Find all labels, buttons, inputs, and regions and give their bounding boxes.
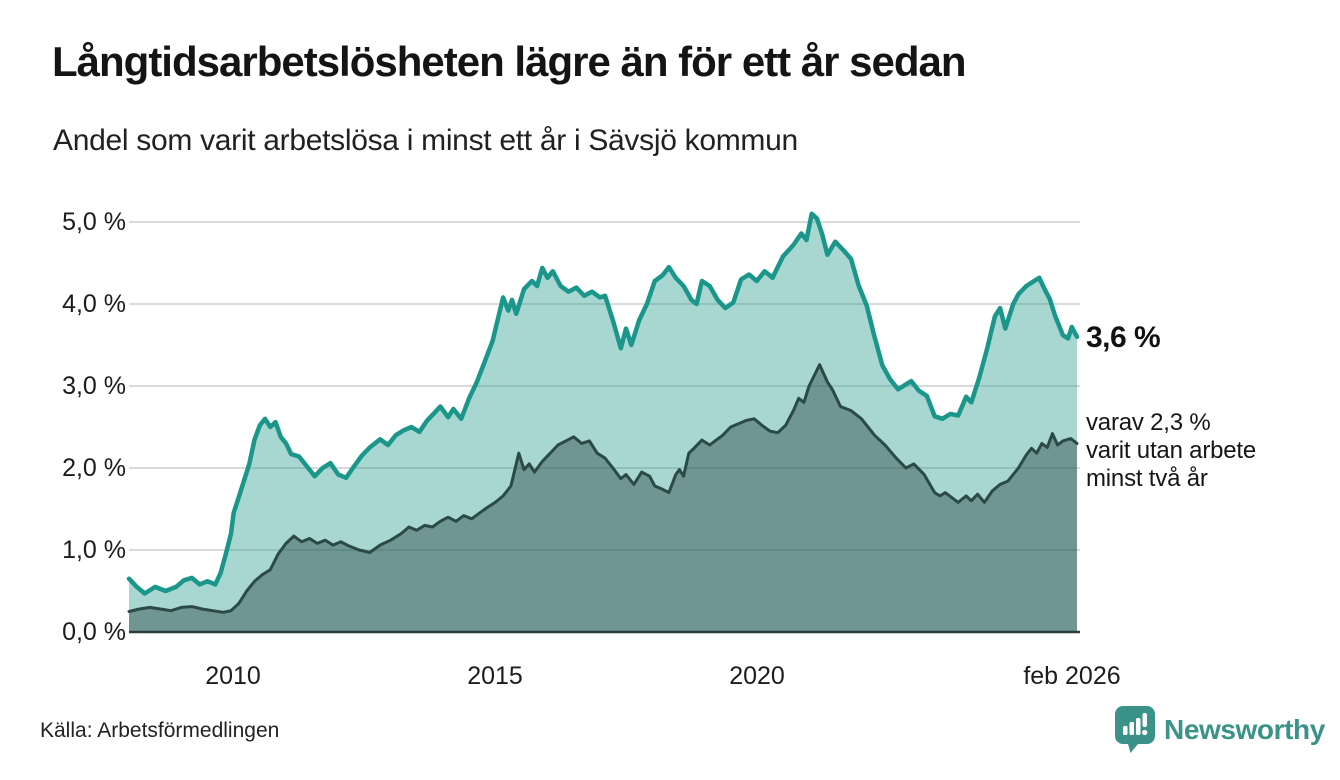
y-tick-label-1: 1,0 % <box>62 536 126 564</box>
newsworthy-logo-text: Newsworthy <box>1164 713 1325 745</box>
source-credit: Källa: Arbetsförmedlingen <box>40 719 280 742</box>
y-tick-label-0: 0,0 % <box>62 618 126 646</box>
series-lines <box>126 211 1080 614</box>
x-tick-label-2010: 2010 <box>205 662 261 690</box>
y-tick-label-5: 5,0 % <box>62 208 126 236</box>
x-tick-label-feb-2026: feb 2026 <box>1023 662 1121 690</box>
chart-subtitle: Andel som varit arbetslösa i minst ett å… <box>53 124 798 157</box>
chart-title: Långtidsarbetslösheten lägre än för ett … <box>52 38 967 85</box>
newsworthy-logo: Newsworthy <box>1115 706 1325 753</box>
varav-annotation: varav 2,3 % varit utan arbete minst två … <box>1086 409 1256 493</box>
latest-value-annotation: 3,6 % <box>1086 321 1161 354</box>
varav-annotation-line2: varit utan arbete <box>1086 437 1257 464</box>
x-tick-label-2020: 2020 <box>729 662 785 690</box>
y-tick-label-2: 2,0 % <box>62 454 126 482</box>
y-tick-label-3: 3,0 % <box>62 372 126 400</box>
varav-annotation-line3: minst två år <box>1086 465 1208 492</box>
y-tick-label-4: 4,0 % <box>62 290 126 318</box>
series-areas <box>129 213 1077 633</box>
newsworthy-logo-icon <box>1115 706 1155 753</box>
varav-annotation-line1: varav 2,3 % <box>1086 409 1211 436</box>
gridlines <box>129 221 1080 551</box>
x-tick-label-2015: 2015 <box>467 662 523 690</box>
